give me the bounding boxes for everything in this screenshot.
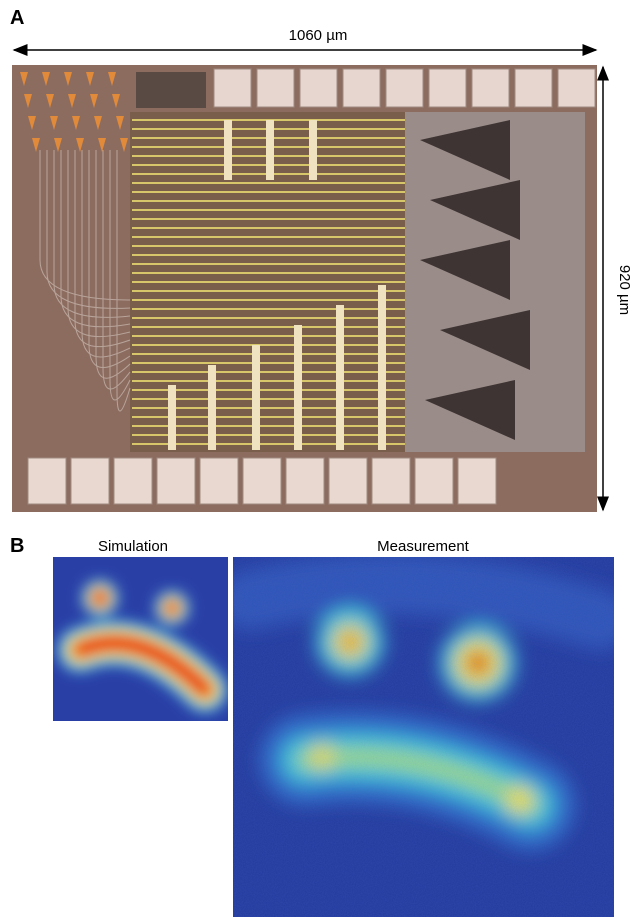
pad [114,458,152,504]
pad [372,458,410,504]
chip-micrograph [12,65,597,512]
page: A 1060 µm 920 µm B Simulation Measuremen… [0,0,633,917]
column [309,120,317,180]
pad [415,458,453,504]
pad [386,69,423,107]
column [336,305,344,450]
pad [157,458,195,504]
pad [300,69,337,107]
panel-label: A [10,7,24,29]
pad [558,69,595,107]
simulation-map [53,557,228,721]
pad [71,458,109,504]
chip-block [136,72,206,108]
column [266,120,274,180]
pad [200,458,238,504]
width-label: 1060 µm [289,27,348,44]
pad [257,69,294,107]
column [224,120,232,180]
column [168,385,176,450]
height-label: 920 µm [616,265,633,315]
pad [214,69,251,107]
pad [429,69,466,107]
column [252,345,260,450]
pad [243,458,281,504]
figure: A 1060 µm 920 µm B Simulation Measuremen… [0,0,633,917]
measurement-title: Measurement [377,538,470,555]
measurement-map [233,557,614,917]
column [208,365,216,450]
pad [286,458,324,504]
panel-label: B [10,535,24,557]
pad [329,458,367,504]
column [378,285,386,450]
pad [28,458,66,504]
pad [515,69,552,107]
pad [472,69,509,107]
simulation-title: Simulation [98,538,168,555]
pad [458,458,496,504]
column [294,325,302,450]
pad [343,69,380,107]
